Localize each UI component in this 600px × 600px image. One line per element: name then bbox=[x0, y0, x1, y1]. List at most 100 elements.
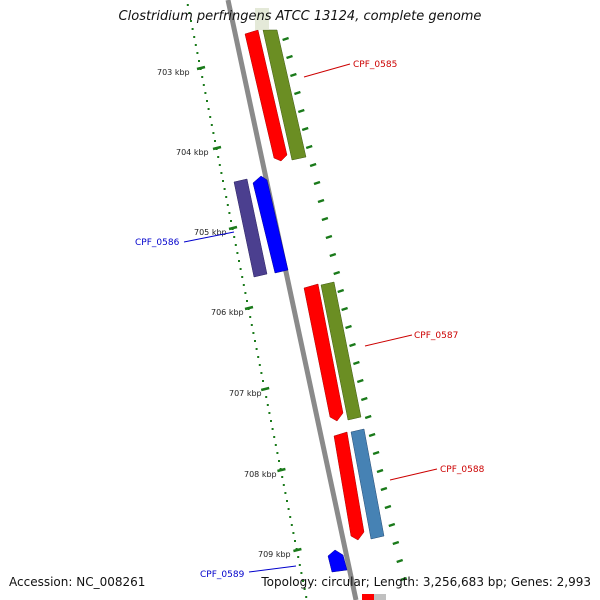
scale-dot bbox=[254, 340, 256, 342]
outer-dotted-track bbox=[282, 36, 407, 582]
scale-dot bbox=[214, 140, 216, 142]
genome-summary: Topology: circular; Length: 3,256,683 bp… bbox=[261, 575, 591, 589]
leader-cpf0588 bbox=[389, 468, 438, 481]
feature-group-cpf0586[interactable] bbox=[233, 175, 289, 278]
scale-dot bbox=[276, 452, 279, 454]
scale-dot bbox=[236, 252, 239, 254]
scale-dot bbox=[257, 356, 260, 358]
scale-dot bbox=[249, 316, 252, 318]
scale-dot bbox=[278, 460, 280, 462]
scale-dot bbox=[271, 428, 274, 430]
scale-dot bbox=[250, 324, 253, 326]
outer-track-tick bbox=[286, 54, 293, 60]
feature-group-bottom bbox=[362, 594, 386, 600]
outer-track-tick bbox=[301, 126, 309, 132]
scale-dot bbox=[230, 220, 232, 222]
scale-dot bbox=[305, 596, 308, 598]
scale-dot bbox=[209, 116, 212, 118]
scale-dot bbox=[266, 404, 269, 406]
gene-cpf0587-olive[interactable] bbox=[320, 281, 362, 421]
scale-dot bbox=[217, 156, 220, 158]
scale-dot bbox=[287, 508, 290, 510]
scale-dot bbox=[242, 284, 245, 286]
gene-cpf0585-forward[interactable] bbox=[244, 29, 288, 162]
scale-dot bbox=[289, 516, 292, 518]
outer-track-tick bbox=[341, 306, 348, 312]
gene-label-cpf0585[interactable]: CPF_0585 bbox=[353, 60, 397, 70]
scale-labels: 703 kbp 704 kbp 705 kbp 706 kbp 707 kbp … bbox=[157, 68, 291, 559]
gene-cpf0588-forward[interactable] bbox=[333, 431, 365, 541]
scale-dot bbox=[218, 164, 221, 166]
outer-track-tick bbox=[333, 270, 341, 276]
outer-track-tick bbox=[290, 72, 297, 78]
scale-label-704: 704 kbp bbox=[176, 148, 209, 157]
feature-group-cpf0589[interactable] bbox=[327, 549, 348, 573]
scale-dot bbox=[194, 44, 197, 46]
feature-group-cpf0585[interactable] bbox=[244, 8, 307, 162]
scale-label-703: 703 kbp bbox=[157, 68, 190, 77]
outer-track-tick bbox=[325, 234, 333, 240]
scale-dot bbox=[212, 132, 215, 134]
outer-track-tick bbox=[353, 360, 360, 366]
outer-track-tick bbox=[313, 180, 321, 186]
gene-label-cpf0588[interactable]: CPF_0588 bbox=[440, 465, 485, 475]
leader-cpf0586 bbox=[183, 231, 235, 243]
scale-dot bbox=[188, 12, 191, 14]
scale-dot bbox=[270, 420, 272, 422]
scale-label-708: 708 kbp bbox=[244, 470, 277, 479]
scale-dot bbox=[241, 276, 244, 278]
scale-dot bbox=[273, 436, 276, 438]
scale-dot bbox=[191, 28, 194, 30]
gene-label-cpf0589[interactable]: CPF_0589 bbox=[200, 570, 245, 580]
outer-track-tick bbox=[321, 216, 329, 222]
scale-dot bbox=[303, 588, 306, 590]
scale-dot bbox=[258, 364, 261, 366]
outer-track-tick bbox=[368, 432, 376, 438]
gene-label-cpf0587[interactable]: CPF_0587 bbox=[414, 331, 458, 341]
scale-label-707: 707 kbp bbox=[229, 389, 262, 398]
feature-group-cpf0587[interactable] bbox=[303, 281, 362, 422]
scale-dot bbox=[228, 212, 231, 214]
scale-dot bbox=[298, 564, 301, 566]
gene-cpf0586-reverse[interactable] bbox=[252, 175, 289, 274]
scale-dot bbox=[234, 244, 237, 246]
scale-dot bbox=[233, 236, 236, 238]
scale-dot bbox=[238, 260, 240, 262]
gene-leader-lines bbox=[183, 63, 438, 573]
scale-dot bbox=[265, 396, 268, 398]
outer-track-tick bbox=[305, 144, 313, 150]
scale-label-705: 705 kbp bbox=[194, 228, 227, 237]
scale-dot bbox=[186, 4, 189, 6]
leader-cpf0587 bbox=[364, 334, 413, 347]
gene-label-cpf0586[interactable]: CPF_0586 bbox=[135, 238, 180, 248]
gene-cpf0588-steel[interactable] bbox=[350, 428, 385, 540]
gene-cpf0589-reverse[interactable] bbox=[327, 549, 348, 573]
scale-major-tick bbox=[212, 145, 222, 151]
gene-cpf0585-olive[interactable] bbox=[262, 29, 307, 161]
scale-dot bbox=[196, 52, 199, 54]
scale-dot bbox=[210, 124, 213, 126]
gene-partial-bottom-shadow bbox=[374, 594, 386, 600]
scale-dot bbox=[204, 92, 207, 94]
outer-track-tick bbox=[356, 378, 364, 384]
outer-track-tick bbox=[400, 576, 407, 582]
scale-dot bbox=[255, 348, 258, 350]
outer-track-tick bbox=[364, 414, 372, 420]
outer-track-tick bbox=[380, 486, 388, 492]
scale-dot bbox=[260, 372, 263, 374]
outer-track-tick bbox=[376, 468, 384, 474]
gene-cpf0586-slate[interactable] bbox=[233, 178, 268, 278]
scale-major-tick bbox=[196, 65, 206, 71]
outer-track-tick bbox=[360, 396, 368, 402]
scale-major-tick bbox=[228, 225, 238, 231]
scale-major-tick bbox=[277, 467, 286, 473]
feature-group-cpf0588[interactable] bbox=[333, 428, 385, 541]
genome-backbone bbox=[225, 0, 359, 600]
scale-dot bbox=[222, 180, 224, 182]
scale-dot bbox=[198, 60, 200, 62]
scale-dot bbox=[292, 532, 295, 534]
gene-cpf0587-forward[interactable] bbox=[303, 283, 344, 422]
outer-track-tick bbox=[392, 540, 400, 546]
scale-dot bbox=[284, 492, 287, 494]
scale-dot bbox=[297, 556, 300, 558]
